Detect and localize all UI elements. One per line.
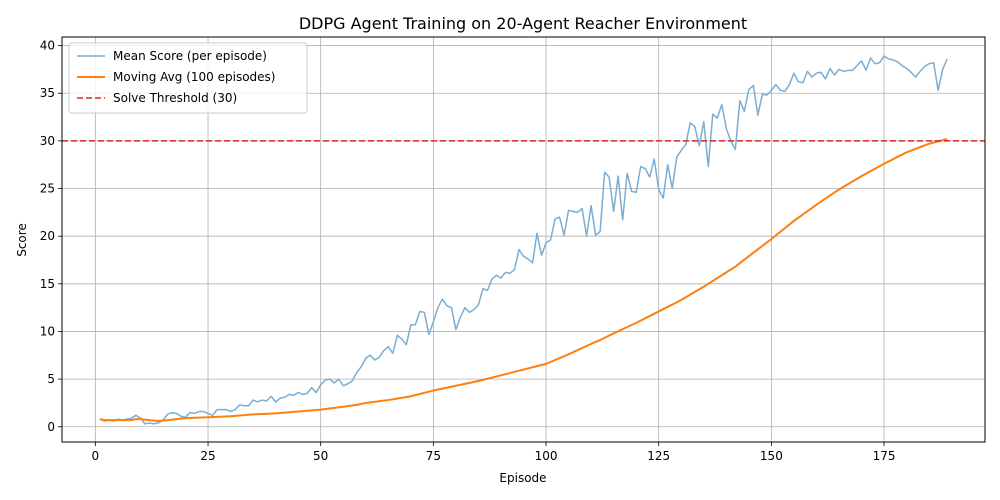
x-axis-label: Episode <box>499 471 546 485</box>
y-axis-label: Score <box>15 223 29 257</box>
moving-average-line <box>99 137 948 423</box>
legend-box <box>68 42 308 114</box>
x-tick-label: 75 <box>426 449 441 463</box>
y-tick-label: 10 <box>40 324 55 338</box>
legend-label: Moving Avg (100 episodes) <box>113 70 275 84</box>
y-tick-label: 35 <box>40 86 55 100</box>
x-axis-ticks: 0 25 50 75 100 125 150 175 <box>92 442 896 463</box>
x-tick-label: 175 <box>873 449 896 463</box>
x-tick-label: 50 <box>313 449 328 463</box>
legend: Mean Score (per episode) Moving Avg (100 … <box>68 42 308 114</box>
series-layer <box>62 55 985 425</box>
y-tick-label: 5 <box>47 372 55 386</box>
plot-frame <box>61 36 986 443</box>
mean-score-line <box>99 55 948 425</box>
legend-label: Mean Score (per episode) <box>113 49 267 63</box>
legend-label: Solve Threshold (30) <box>113 91 237 105</box>
x-tick-label: 0 <box>92 449 100 463</box>
y-tick-label: 30 <box>40 134 55 148</box>
x-tick-label: 25 <box>200 449 215 463</box>
y-axis-ticks: 0 5 10 15 20 25 30 35 40 <box>40 39 62 434</box>
y-tick-label: 25 <box>40 182 55 196</box>
x-tick-label: 125 <box>647 449 670 463</box>
y-tick-label: 0 <box>47 420 55 434</box>
chart-title: DDPG Agent Training on 20-Agent Reacher … <box>299 14 747 33</box>
y-tick-label: 20 <box>40 229 55 243</box>
y-tick-label: 40 <box>40 39 55 53</box>
y-tick-label: 15 <box>40 277 55 291</box>
x-tick-label: 150 <box>760 449 783 463</box>
x-tick-label: 100 <box>535 449 558 463</box>
